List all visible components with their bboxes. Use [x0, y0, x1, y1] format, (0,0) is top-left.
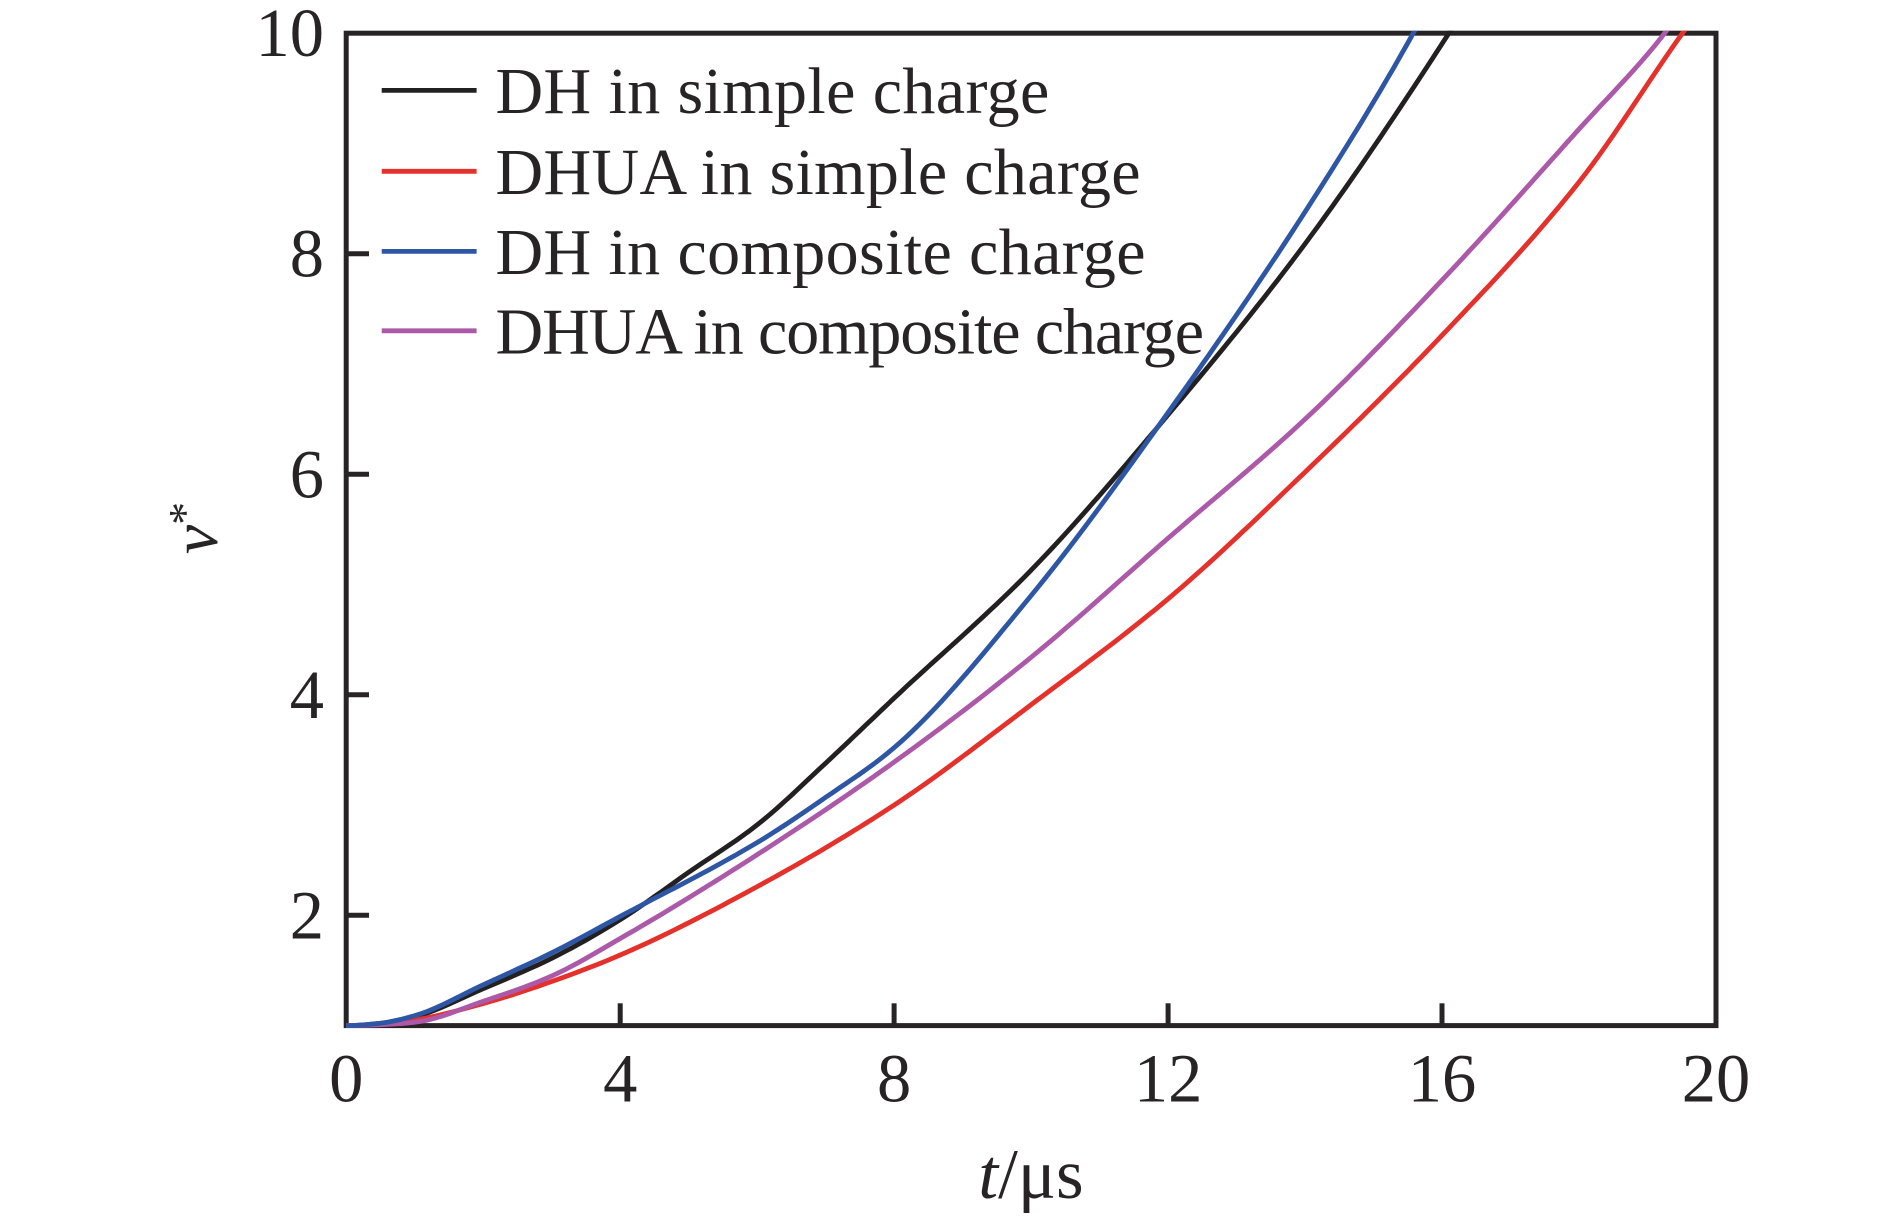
svg-text:8: 8	[290, 216, 324, 292]
svg-text:6: 6	[290, 436, 324, 512]
svg-text:4: 4	[290, 657, 324, 733]
svg-text:DH in simple charge: DH in simple charge	[496, 55, 1050, 128]
svg-text:DH in composite charge: DH in composite charge	[496, 216, 1146, 289]
svg-text:12: 12	[1134, 1041, 1203, 1117]
svg-text:4: 4	[603, 1041, 637, 1117]
svg-text:DHUA in simple charge: DHUA in simple charge	[496, 136, 1141, 209]
svg-text:20: 20	[1682, 1041, 1751, 1117]
svg-text:t/μs: t/μs	[978, 1136, 1083, 1214]
svg-text:DHUA in composite charge: DHUA in composite charge	[496, 296, 1203, 369]
svg-text:10: 10	[256, 0, 325, 71]
svg-text:8: 8	[877, 1041, 911, 1117]
svg-text:0: 0	[329, 1041, 363, 1117]
svg-text:16: 16	[1408, 1041, 1477, 1117]
svg-text:2: 2	[290, 877, 324, 953]
svg-text:v*: v*	[159, 502, 232, 554]
